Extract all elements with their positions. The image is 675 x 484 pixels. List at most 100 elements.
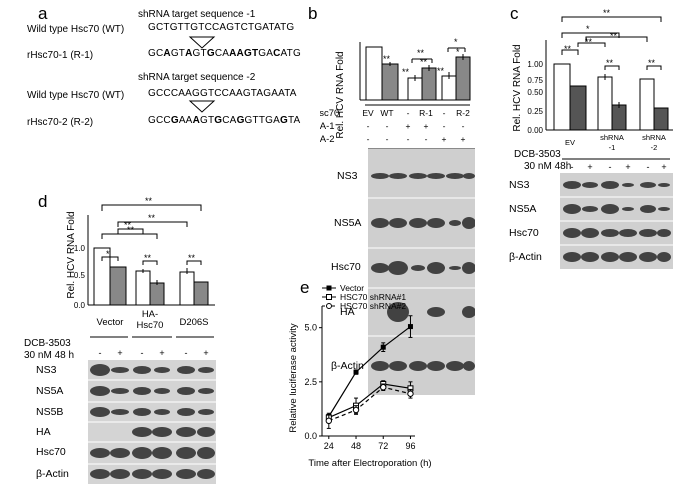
b-sig-r1-a: **	[402, 67, 410, 77]
e-legend-label: Vector	[340, 283, 364, 293]
b-sig-r2-bracket: *	[454, 37, 458, 47]
panel-d-letter: d	[38, 192, 48, 211]
b-sig-r1-bracket: **	[417, 48, 425, 58]
d-treatment: DCB-3503	[24, 338, 71, 349]
e-series-line	[328, 326, 411, 417]
d-signs: - + - + - +	[90, 336, 214, 358]
svg-text:**: **	[145, 196, 153, 206]
b-bar-r1-white	[407, 77, 423, 101]
svg-text:WT: WT	[380, 108, 393, 118]
e-legend-label: HSC70 shRNA#2	[340, 301, 406, 311]
b-bar-r2-grey	[455, 56, 471, 101]
e-ylabel: Relative luciferase activity	[288, 323, 299, 433]
panel-d-chart: Rel. HCV RNA Fold 0.0 0.5 1.0 *** **** *…	[66, 196, 215, 330]
c-bar-ev-white	[553, 63, 571, 131]
svg-text:*: *	[106, 249, 110, 259]
svg-text:**: **	[648, 58, 656, 68]
d-group-ha-a: HA-	[142, 309, 158, 320]
b-ylabel: Rel. HCV RNA Fold	[335, 51, 346, 138]
e-xtick: 96	[405, 441, 415, 451]
c-bar-sh1-white	[597, 76, 613, 131]
b-bar-r1-grey	[421, 67, 437, 101]
svg-text:**: **	[603, 8, 611, 18]
d-bar-ha-white	[135, 270, 151, 306]
b-row-hahsc70-label: HA-Hsc70	[320, 108, 339, 119]
panel-c-chart: Rel. HCV RNA Fold 0.00 0.25 0.50 0.75 1.…	[512, 8, 673, 152]
svg-text:-: -	[443, 108, 446, 118]
c-bar-ev-grey	[569, 85, 587, 131]
e-legend-marker	[326, 294, 332, 300]
svg-text:+: +	[461, 134, 466, 144]
svg-text:**: **	[606, 58, 614, 68]
e-xtick: 24	[324, 441, 334, 451]
wt2-sequence: GCCCAAGGTCCAAGTAGAATA	[148, 88, 297, 99]
b-sig-r2-b: *	[456, 47, 460, 57]
svg-text:-: -	[647, 162, 650, 172]
svg-text:**: **	[564, 44, 572, 54]
svg-text:0.00: 0.00	[527, 126, 543, 135]
d-blot-ns3: NS3	[36, 364, 57, 376]
e-point	[407, 324, 413, 330]
svg-text:+: +	[424, 121, 429, 131]
svg-text:-: -	[407, 108, 410, 118]
svg-text:0.0: 0.0	[74, 301, 86, 310]
r1-label: rHsc70-1 (R-1)	[27, 50, 94, 61]
r2-label: rHsc70-2 (R-2)	[27, 117, 94, 128]
panel-b-letter: b	[308, 4, 318, 23]
svg-text:+: +	[587, 162, 592, 172]
c-ylabel: Rel. HCV RNA Fold	[512, 44, 523, 131]
d-bar-vector-grey	[109, 266, 127, 306]
d-blot-ns5b: NS5B	[36, 406, 64, 418]
e-point	[380, 384, 387, 391]
svg-text:+: +	[203, 348, 208, 358]
d-ylabel: Rel. HCV RNA Fold	[66, 211, 77, 298]
c-bar-sh2-grey	[653, 107, 669, 131]
shrna-target-1-label: shRNA target sequence -1	[138, 9, 256, 20]
d-bar-d206s-white	[179, 271, 195, 306]
b-sig-r1-b: **	[420, 57, 428, 67]
wt1-sequence: GCTGTTGTCCAGTCTGATATG	[148, 22, 295, 33]
b-blot-bands	[368, 148, 475, 395]
svg-text:-: -	[425, 134, 428, 144]
c-blot-hsc70: Hsc70	[509, 227, 539, 239]
d-group-d206s: D206S	[179, 317, 208, 328]
svg-text:-: -	[462, 121, 465, 131]
svg-text:**: **	[585, 37, 593, 47]
d-blot-bands	[88, 360, 216, 484]
svg-text:-: -	[367, 121, 370, 131]
e-series-line	[328, 383, 411, 419]
arrow-down-icon-1	[188, 36, 216, 49]
svg-text:+: +	[117, 348, 122, 358]
d-blot-actin: β-Actin	[36, 468, 69, 480]
d-dose: 30 nM 48 h	[24, 350, 75, 361]
b-blot-ha: HA	[340, 306, 355, 318]
svg-text:+: +	[625, 162, 630, 172]
e-point	[407, 390, 414, 397]
r2-sequence: GCCGAAAGTGCAGGTTGAGTA	[148, 115, 301, 126]
svg-text:0.5: 0.5	[74, 271, 86, 280]
svg-text:1.0: 1.0	[74, 244, 86, 253]
panel-b-figure: Rel. HCV RNA Fold ** ** ** ** ** * * HA-…	[320, 37, 471, 145]
c-blot-bands	[560, 173, 673, 269]
c-treatment: DCB-3503	[514, 149, 561, 160]
svg-text:Hsc70: Hsc70	[137, 320, 164, 330]
svg-text:+: +	[442, 134, 447, 144]
svg-text:-: -	[185, 348, 188, 358]
d-blot-ns5a: NS5A	[36, 385, 64, 397]
e-point	[325, 417, 333, 425]
c-blot-actin: β-Actin	[509, 251, 542, 263]
c-dose: 30 nM 48h	[524, 161, 572, 172]
panel-a-letter: a	[38, 4, 48, 23]
e-ytick: 2.5	[304, 377, 317, 387]
arrow-down-icon-2	[188, 100, 216, 113]
panel-e-letter: e	[300, 278, 310, 297]
e-xlabel: Time after Electroporation (h)	[308, 458, 431, 468]
b-blot-actin: β-Actin	[331, 360, 364, 372]
b-row-shrna2-label: shRNA-2	[320, 134, 335, 145]
svg-text:-: -	[99, 348, 102, 358]
d-blot-ha: HA	[36, 426, 51, 438]
svg-text:**: **	[144, 253, 152, 263]
svg-text:0.75: 0.75	[527, 76, 543, 85]
e-legend-label: HSC70 shRNA#1	[340, 292, 406, 302]
b-sig-r2-a: **	[437, 66, 445, 76]
